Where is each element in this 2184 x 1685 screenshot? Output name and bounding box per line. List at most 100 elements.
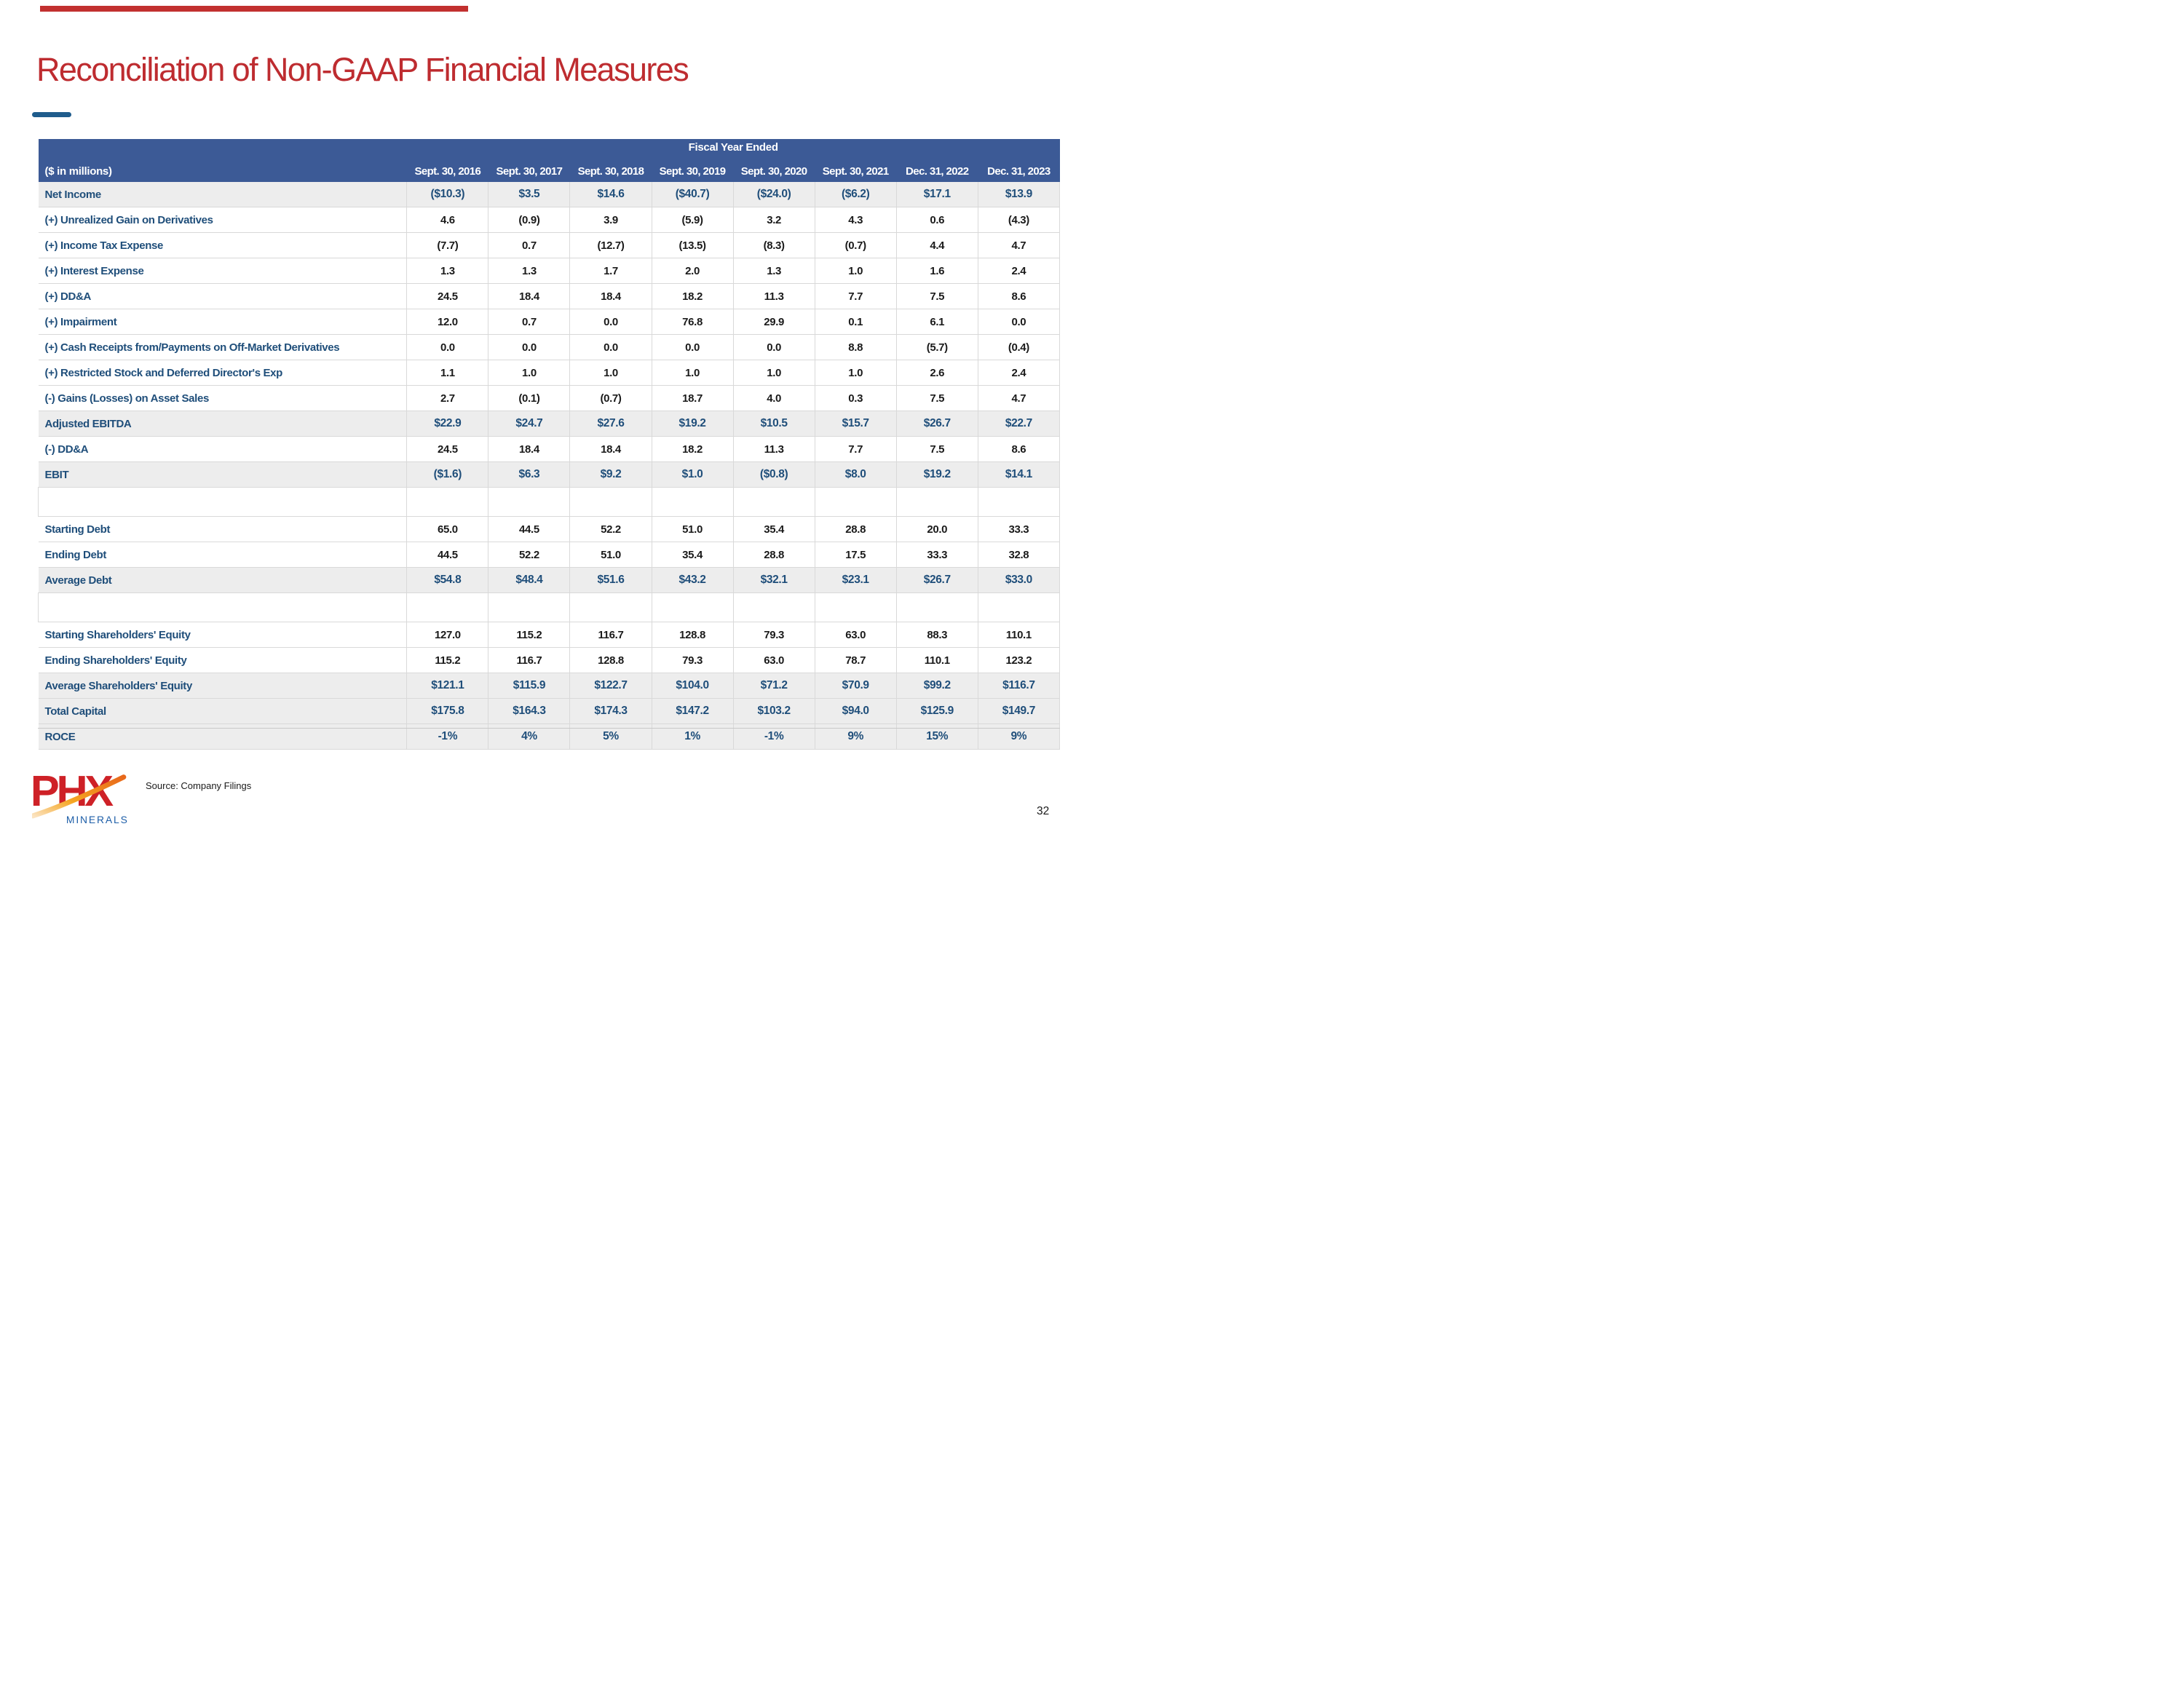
cell-value: 7.7 <box>814 436 897 462</box>
row-label: Total Capital <box>38 698 407 724</box>
cell-value: 123.2 <box>977 647 1061 673</box>
row-label <box>37 592 407 622</box>
cell-value: 18.4 <box>569 283 652 309</box>
cell-value: 1.1 <box>406 360 488 386</box>
cell-value: $33.0 <box>977 567 1061 593</box>
cell-value: 2.4 <box>977 258 1061 284</box>
cell-value: 110.1 <box>895 647 978 673</box>
cell-value <box>977 487 1061 517</box>
logo-swoosh-icon <box>32 774 127 819</box>
cell-value: 24.5 <box>406 283 488 309</box>
cell-value: $15.7 <box>814 411 897 437</box>
table-row: Ending Debt 44.5 52.2 51.0 35.4 28.8 17.5 33.3 3… <box>38 542 1061 568</box>
cell-value: $26.7 <box>895 411 978 437</box>
cell-value: 17.5 <box>814 542 897 568</box>
row-label: (-) DD&A <box>38 436 407 462</box>
cell-value: 8.6 <box>977 283 1061 309</box>
cell-value: 11.3 <box>732 436 815 462</box>
cell-value: (7.7) <box>406 232 488 258</box>
column-header: Sept. 30, 2019 <box>652 155 734 182</box>
row-label: Average Debt <box>38 567 407 593</box>
cell-value: $22.7 <box>977 411 1061 437</box>
table-row: (+) Impairment 12.0 0.7 0.0 76.8 29.9 0.1 6.1 0.… <box>38 309 1061 335</box>
table-row: (+) Unrealized Gain on Derivatives 4.6 (0.… <box>38 207 1061 233</box>
cell-value: 29.9 <box>732 309 815 335</box>
cell-value: $48.4 <box>488 567 570 593</box>
cell-value: 115.2 <box>488 622 570 648</box>
cell-value: 76.8 <box>651 309 734 335</box>
table-row: (+) DD&A 24.5 18.4 18.4 18.2 11.3 7.7 7.5 8.6 <box>38 283 1061 309</box>
cell-value: $71.2 <box>732 673 815 699</box>
cell-value: (13.5) <box>651 232 734 258</box>
cell-value: 35.4 <box>732 516 815 542</box>
cell-value: $94.0 <box>814 698 897 724</box>
cell-value: 2.4 <box>977 360 1061 386</box>
cell-value: 20.0 <box>895 516 978 542</box>
cell-value: $3.5 <box>488 182 570 207</box>
cell-value: 8.8 <box>814 334 897 360</box>
group-header-row: Fiscal Year Ended <box>38 139 1060 155</box>
cell-value: 1.0 <box>488 360 570 386</box>
cell-value: (0.7) <box>814 232 897 258</box>
cell-value: 116.7 <box>488 647 570 673</box>
cell-value: 3.9 <box>569 207 652 233</box>
cell-value: 7.5 <box>895 283 978 309</box>
cell-value: ($1.6) <box>406 461 488 488</box>
cell-value <box>895 487 978 517</box>
row-label: Ending Debt <box>38 542 407 568</box>
cell-value: 0.0 <box>732 334 815 360</box>
table-row: (+) Interest Expense 1.3 1.3 1.7 2.0 1.3 1.0 1.… <box>38 258 1061 284</box>
cell-value: 7.5 <box>895 436 978 462</box>
cell-value: 127.0 <box>406 622 488 648</box>
cell-value: (12.7) <box>569 232 652 258</box>
cell-value: $115.9 <box>488 673 570 699</box>
cell-value: 63.0 <box>732 647 815 673</box>
cell-value: 0.0 <box>569 309 652 335</box>
cell-value: ($24.0) <box>732 182 815 207</box>
cell-value: 0.0 <box>977 309 1061 335</box>
cell-value: 28.8 <box>814 516 897 542</box>
cell-value: 2.6 <box>895 360 978 386</box>
cell-value: 0.3 <box>814 385 897 411</box>
cell-value: 33.3 <box>977 516 1061 542</box>
cell-value: 6.1 <box>895 309 978 335</box>
cell-value: $19.2 <box>895 461 978 488</box>
table-row: (+) Income Tax Expense (7.7) 0.7 (12.7) (13.… <box>38 232 1061 258</box>
cell-value: 4.7 <box>977 232 1061 258</box>
cell-value: $175.8 <box>406 698 488 724</box>
cell-value: 0.0 <box>406 334 488 360</box>
cell-value: 2.7 <box>406 385 488 411</box>
table-row: (+) Restricted Stock and Deferred Direct… <box>38 360 1061 386</box>
row-label: (+) Interest Expense <box>38 258 407 284</box>
cell-value: $6.3 <box>488 461 570 488</box>
cell-value: 4.6 <box>406 207 488 233</box>
cell-value <box>488 487 570 517</box>
cell-value: 51.0 <box>651 516 734 542</box>
cell-value: $116.7 <box>977 673 1061 699</box>
cell-value: ($6.2) <box>814 182 897 207</box>
row-label: (+) Impairment <box>38 309 407 335</box>
row-label: Starting Shareholders' Equity <box>38 622 407 648</box>
cell-value: 7.5 <box>895 385 978 411</box>
cell-value: 18.4 <box>569 436 652 462</box>
cell-value: 65.0 <box>406 516 488 542</box>
row-label: (+) Unrealized Gain on Derivatives <box>38 207 407 233</box>
cell-value: 33.3 <box>895 542 978 568</box>
cell-value: 1.0 <box>732 360 815 386</box>
cell-value <box>732 592 815 622</box>
cell-value: 0.1 <box>814 309 897 335</box>
cell-value: 1.0 <box>651 360 734 386</box>
row-label: (+) DD&A <box>38 283 407 309</box>
cell-value: $164.3 <box>488 698 570 724</box>
table-total-row: Adjusted EBITDA $22.9 $24.7 $27.6 $19.2 $10.5… <box>38 411 1061 437</box>
cell-value: 0.0 <box>488 334 570 360</box>
column-header: Sept. 30, 2020 <box>733 155 815 182</box>
cell-value: $17.1 <box>895 182 978 207</box>
cell-value: 79.3 <box>732 622 815 648</box>
cell-value: ($10.3) <box>406 182 488 207</box>
financial-table: Fiscal Year Ended ($ in millions) Sept. … <box>37 139 1061 750</box>
cell-value <box>488 592 570 622</box>
cell-value: $9.2 <box>569 461 652 488</box>
table-row: Starting Debt 65.0 44.5 52.2 51.0 35.4 28.8 20.… <box>38 516 1061 542</box>
table-spacer-row <box>37 592 1061 622</box>
